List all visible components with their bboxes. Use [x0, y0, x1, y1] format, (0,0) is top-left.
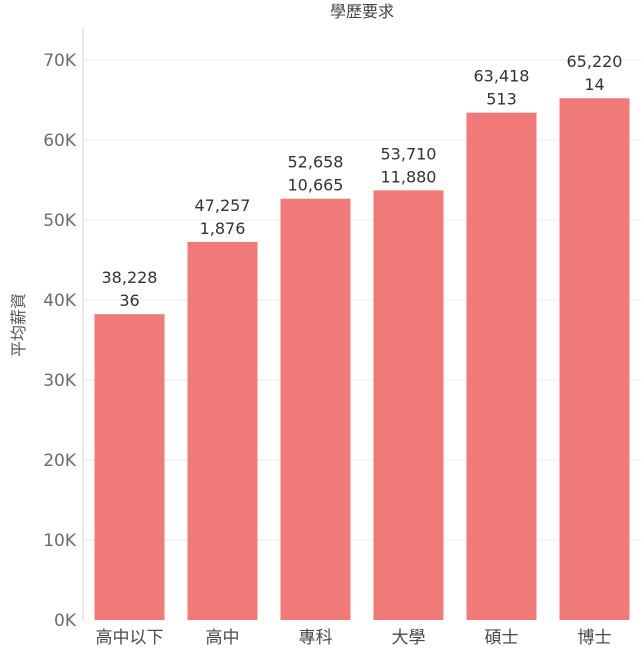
- bar-value-label: 38,228: [102, 268, 158, 287]
- x-category-label: 碩士: [485, 628, 519, 648]
- bar: [187, 241, 258, 620]
- bar-count-label: 14: [584, 75, 604, 94]
- bar-count-label: 10,665: [288, 176, 344, 195]
- bar: [94, 314, 165, 620]
- x-category-label: 高中以下: [96, 628, 164, 648]
- x-category-label: 高中: [206, 628, 240, 648]
- bar: [280, 198, 351, 620]
- y-tick-label: 20K: [43, 451, 77, 471]
- bar-count-label: 513: [486, 90, 517, 109]
- bar-count-label: 1,876: [200, 219, 246, 238]
- bar-count-label: 36: [119, 291, 139, 310]
- bar: [559, 98, 630, 621]
- chart-title: 學歷要求: [330, 2, 394, 21]
- y-tick-label: 30K: [43, 371, 77, 391]
- data-labels: 38,228 36 47,257 1,876 52,658 10,665 53,710 11,…: [102, 52, 623, 310]
- x-category-label: 大學: [392, 628, 426, 648]
- y-tick-label: 10K: [43, 531, 77, 551]
- y-tick-label: 60K: [43, 131, 77, 151]
- y-tick-label: 50K: [43, 211, 77, 231]
- y-axis-label: 平均薪資: [9, 293, 28, 357]
- x-category-label: 博士: [578, 628, 612, 648]
- gridlines: [82, 28, 641, 620]
- bar-count-label: 11,880: [381, 167, 437, 186]
- bar-value-label: 52,658: [288, 153, 344, 172]
- x-category-label: 專科: [299, 628, 333, 648]
- bar-value-label: 63,418: [474, 67, 530, 86]
- y-tick-label: 0K: [54, 611, 77, 631]
- bar-value-label: 53,710: [381, 144, 437, 163]
- bar: [373, 190, 444, 620]
- bar-value-label: 65,220: [567, 52, 623, 71]
- bars: [94, 98, 630, 621]
- x-axis-categories: 高中以下 高中 專科 大學 碩士 博士: [96, 628, 612, 648]
- y-tick-label: 70K: [43, 51, 77, 71]
- bar: [466, 112, 537, 620]
- bar-value-label: 47,257: [195, 196, 251, 215]
- y-tick-label: 40K: [43, 291, 77, 311]
- y-axis-ticks: 0K 10K 20K 30K 40K 50K 60K 70K: [43, 51, 77, 631]
